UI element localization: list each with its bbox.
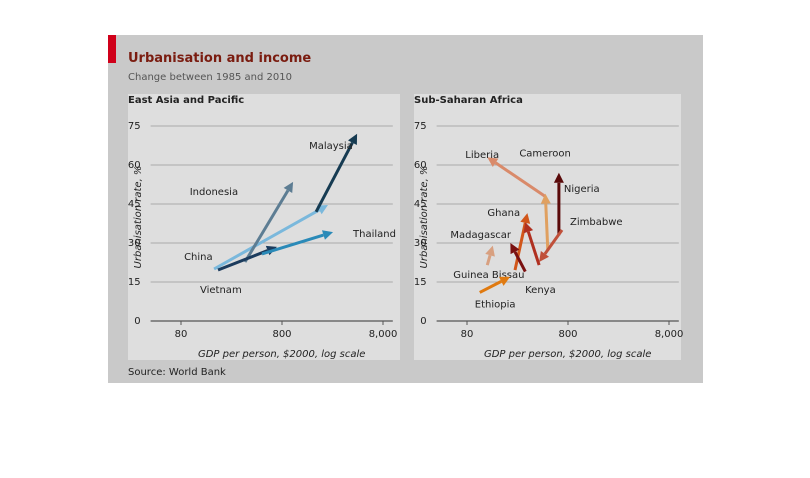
arrow-line (513, 222, 527, 271)
series-label: Liberia (465, 150, 499, 161)
arrow-head (539, 250, 550, 262)
arrow-line (513, 251, 527, 273)
arrow-head (348, 133, 358, 145)
arrow-head (520, 213, 531, 224)
y-tick-label: 45 (128, 199, 141, 210)
panel-title: East Asia and Pacific (128, 95, 244, 106)
x-tick-label: 800 (272, 329, 291, 340)
series-label: Cameroon (519, 149, 570, 160)
arrow-head (487, 157, 499, 167)
arrow-head (510, 243, 520, 255)
x-tick-label: 8,000 (655, 329, 684, 340)
y-tick-label: 30 (128, 238, 141, 249)
series-label: Malaysia (309, 141, 353, 152)
arrow-line (243, 189, 290, 263)
series-label: Guinea Bissau (453, 270, 524, 281)
series-label: Thailand (352, 229, 396, 240)
y-tick-label: 30 (414, 238, 427, 249)
series-label: China (184, 252, 213, 263)
brand-bar (108, 35, 116, 63)
series-label: Nigeria (564, 184, 600, 195)
arrow-line (544, 203, 550, 251)
y-tick-label: 45 (414, 199, 427, 210)
y-tick-label: 15 (414, 277, 427, 288)
series-label: Ethiopia (475, 299, 516, 310)
x-tick-label: 8,000 (369, 329, 398, 340)
y-tick-label: 60 (414, 160, 427, 171)
arrow-line (485, 254, 492, 266)
x-axis-label: GDP per person, $2000, log scale (484, 349, 651, 360)
series-label: Zimbabwe (570, 217, 623, 228)
arrow-line (217, 249, 269, 272)
y-axis-label: Urbanisation rate, % (419, 166, 430, 269)
series-label: Ghana (487, 208, 520, 219)
x-tick-label: 80 (175, 329, 188, 340)
arrow-head (283, 181, 294, 194)
arrow-line (494, 161, 546, 198)
series-label: Kenya (525, 285, 556, 296)
subtitle: Change between 1985 and 2010 (128, 72, 292, 83)
y-axis-label: Urbanisation rate, % (133, 166, 144, 269)
y-tick-label: 15 (128, 277, 141, 288)
arrow-line (213, 208, 320, 271)
arrow-line (314, 141, 354, 213)
series-label: Indonesia (190, 187, 238, 198)
arrow-line (479, 280, 502, 294)
arrow-head (523, 222, 534, 234)
arrow-head (485, 245, 495, 257)
y-tick-label: 60 (128, 160, 141, 171)
series-label: Vietnam (200, 285, 242, 296)
arrow-head (540, 193, 551, 204)
y-tick-label: 75 (128, 121, 141, 132)
arrow-line (543, 229, 564, 255)
y-tick-label: 0 (420, 316, 426, 327)
x-tick-label: 80 (461, 329, 474, 340)
x-tick-label: 800 (558, 329, 577, 340)
series-label: Madagascar (450, 230, 512, 241)
y-tick-label: 75 (414, 121, 427, 132)
panel (128, 94, 400, 360)
panel-title: Sub-Saharan Africa (414, 95, 523, 106)
arrow-head (322, 230, 334, 240)
arrow-line (526, 231, 541, 266)
source: Source: World Bank (128, 367, 226, 378)
y-tick-label: 0 (134, 316, 140, 327)
arrow-head (498, 276, 511, 286)
arrow-head (553, 172, 564, 183)
arrow-line (261, 233, 324, 256)
title: Urbanisation and income (128, 51, 311, 66)
x-axis-label: GDP per person, $2000, log scale (198, 349, 365, 360)
